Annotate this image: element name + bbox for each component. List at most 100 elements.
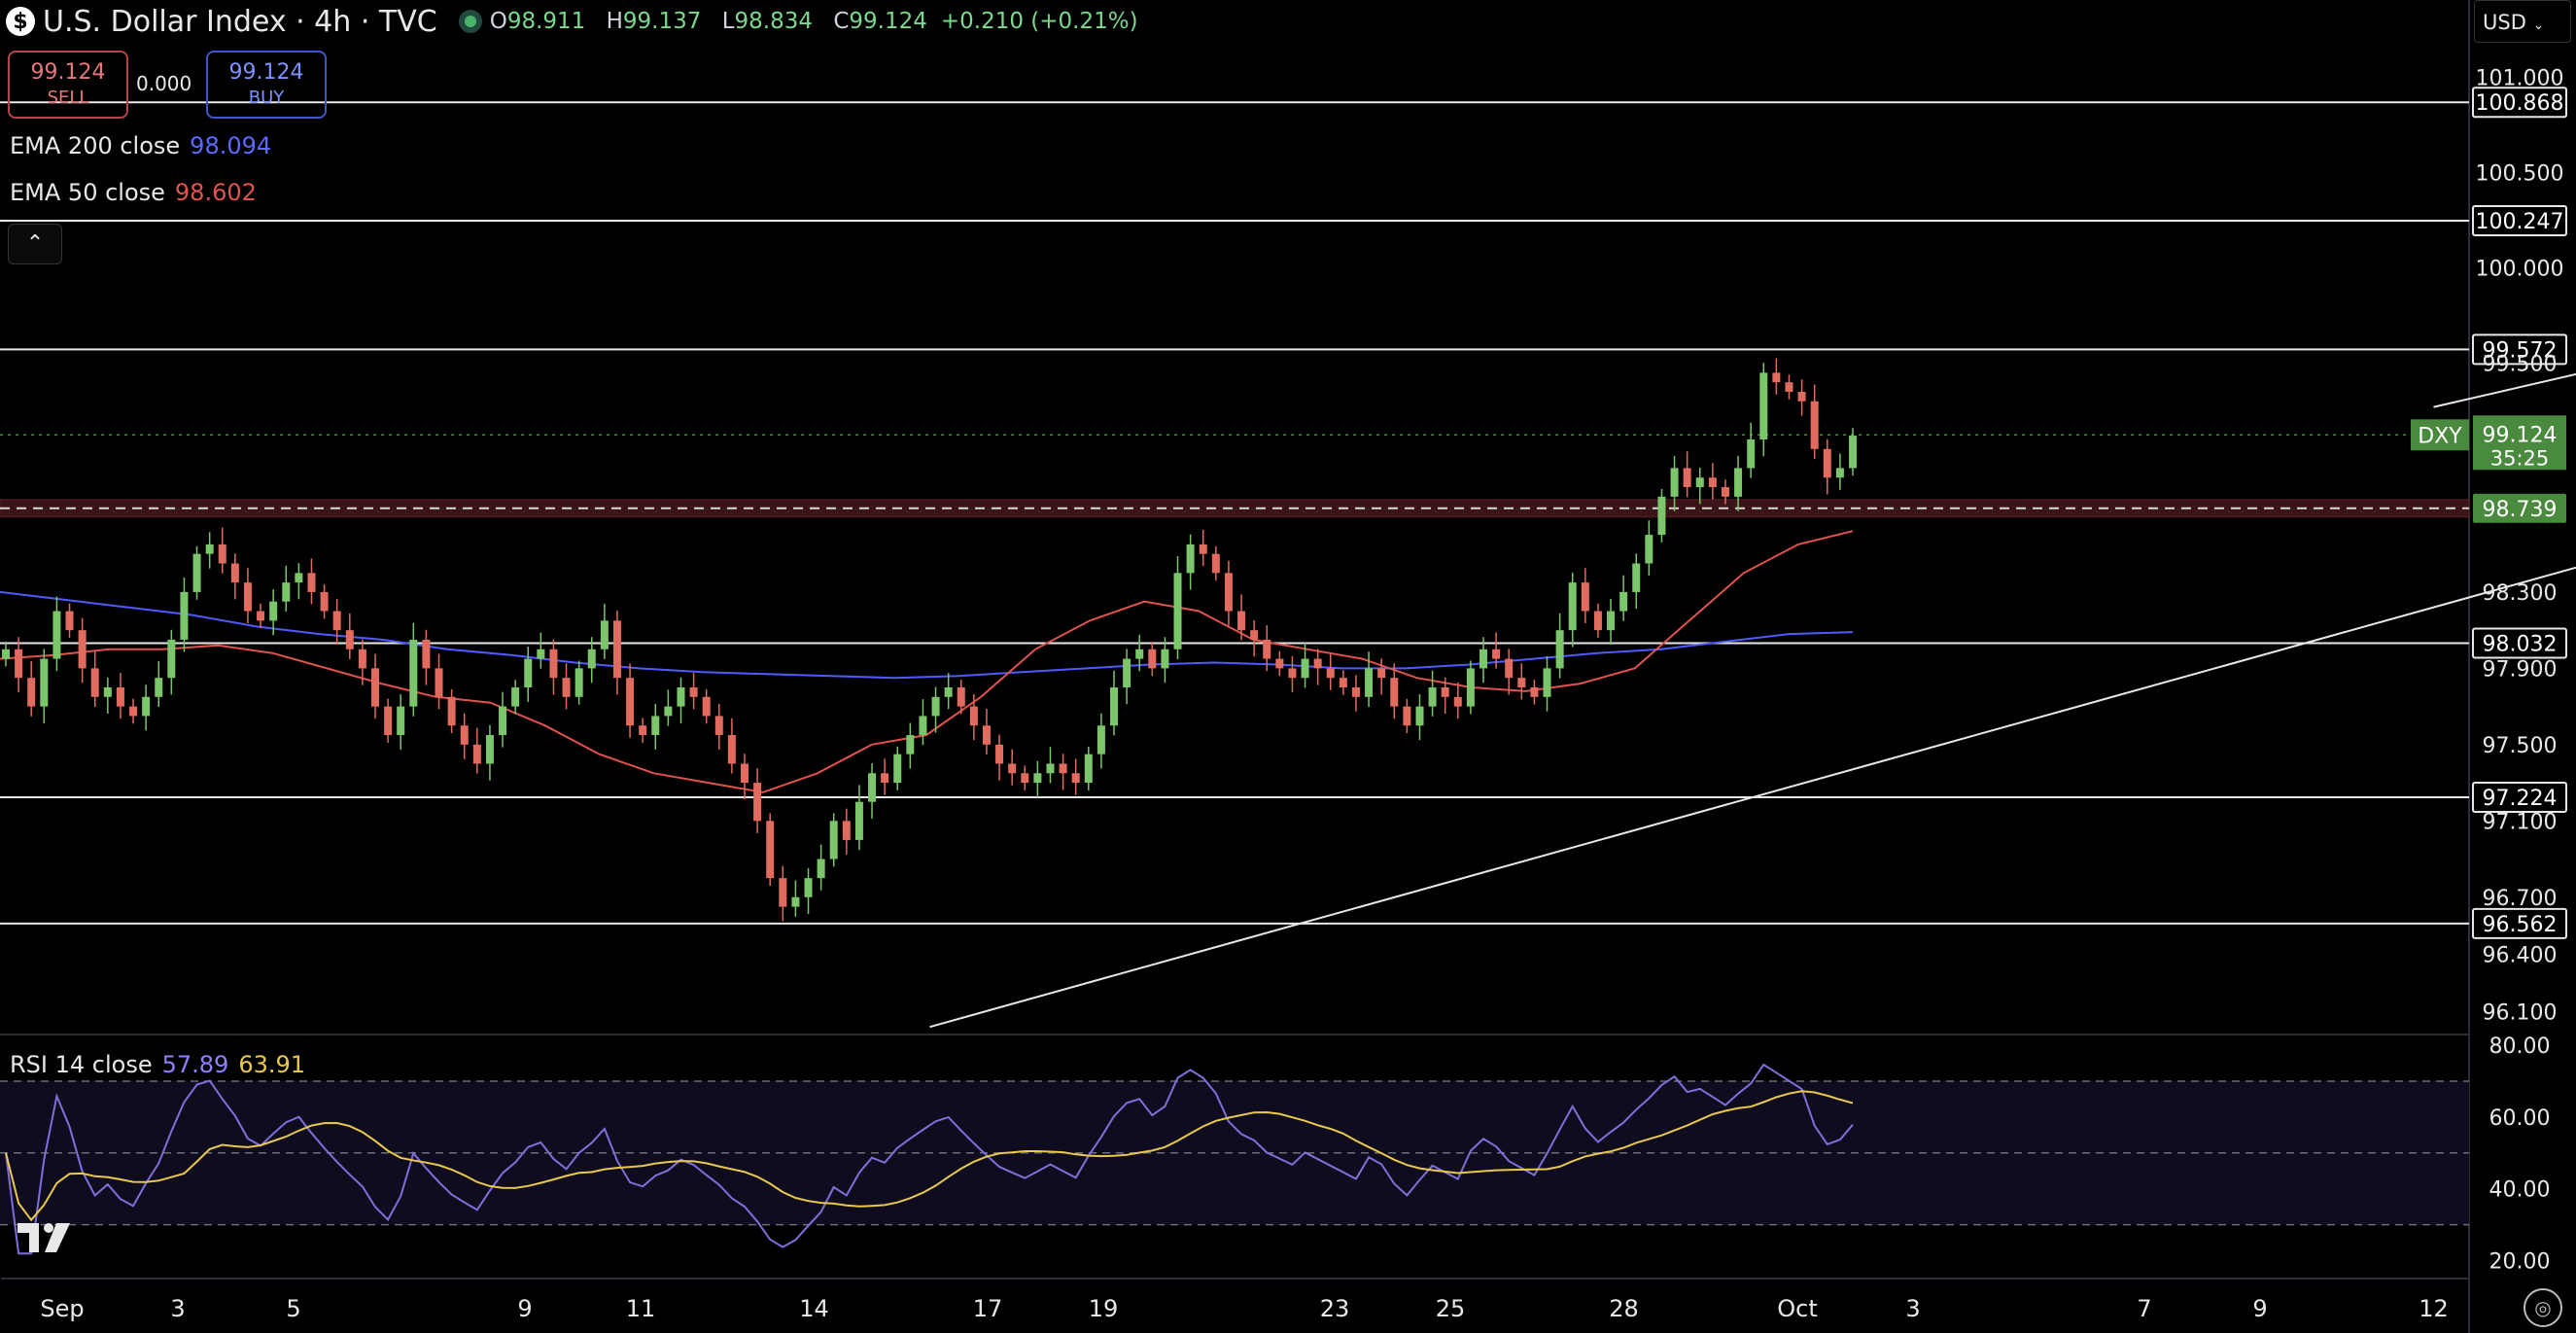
- candle-115[interactable]: [1466, 668, 1475, 707]
- candle-134[interactable]: [1708, 477, 1717, 488]
- candle-39[interactable]: [499, 706, 507, 736]
- candle-118[interactable]: [1505, 658, 1514, 679]
- horizontal-levels[interactable]: 100.868 100.247 99.572 98.739 98.032 97.224 96…: [0, 87, 2567, 939]
- candle-91[interactable]: [1161, 649, 1169, 669]
- candle-108[interactable]: [1377, 668, 1386, 679]
- candle-75[interactable]: [957, 687, 965, 707]
- candle-23[interactable]: [295, 573, 303, 583]
- candle-9[interactable]: [116, 687, 124, 707]
- candle-126[interactable]: [1607, 611, 1616, 631]
- candle-3[interactable]: [40, 658, 49, 707]
- candle-111[interactable]: [1415, 706, 1424, 726]
- candle-59[interactable]: [753, 783, 762, 822]
- candle-16[interactable]: [205, 544, 214, 554]
- candle-0[interactable]: [2, 649, 10, 659]
- candle-22[interactable]: [282, 582, 291, 602]
- candle-25[interactable]: [320, 591, 329, 612]
- candle-128[interactable]: [1632, 563, 1641, 592]
- candle-13[interactable]: [167, 639, 176, 679]
- candle-105[interactable]: [1339, 678, 1347, 687]
- candle-125[interactable]: [1593, 611, 1602, 631]
- candle-112[interactable]: [1428, 687, 1437, 707]
- candle-74[interactable]: [944, 687, 953, 697]
- candle-130[interactable]: [1657, 496, 1666, 536]
- rsi-legend[interactable]: RSI 14 close 57.89 63.91: [10, 1051, 306, 1078]
- candle-137[interactable]: [1747, 439, 1756, 469]
- candle-63[interactable]: [804, 878, 813, 897]
- candle-124[interactable]: [1581, 582, 1589, 612]
- candle-42[interactable]: [537, 649, 545, 659]
- candle-10[interactable]: [129, 706, 138, 717]
- candle-133[interactable]: [1695, 477, 1704, 488]
- candle-45[interactable]: [574, 668, 583, 697]
- candle-122[interactable]: [1555, 630, 1564, 669]
- candle-28[interactable]: [358, 649, 366, 669]
- candle-110[interactable]: [1403, 706, 1411, 726]
- candle-83[interactable]: [1059, 763, 1067, 774]
- time-axis[interactable]: Sep35911141719232528Oct379121517212326: [40, 1295, 2576, 1322]
- candle-2[interactable]: [27, 678, 36, 707]
- candle-34[interactable]: [435, 668, 443, 697]
- candle-51[interactable]: [651, 716, 660, 736]
- candle-102[interactable]: [1301, 658, 1309, 679]
- candle-27[interactable]: [345, 630, 354, 649]
- candlestick-series[interactable]: [2, 358, 1857, 922]
- collapse-legend-button[interactable]: ⌃: [8, 224, 62, 264]
- candle-116[interactable]: [1479, 649, 1487, 669]
- candle-31[interactable]: [397, 706, 405, 736]
- candle-36[interactable]: [460, 725, 469, 745]
- candle-78[interactable]: [995, 744, 1004, 764]
- candle-15[interactable]: [192, 553, 201, 592]
- candle-107[interactable]: [1365, 668, 1374, 697]
- candle-19[interactable]: [243, 582, 252, 612]
- candle-67[interactable]: [854, 801, 863, 840]
- candle-144[interactable]: [1835, 468, 1844, 478]
- candle-41[interactable]: [524, 658, 533, 687]
- candle-138[interactable]: [1759, 372, 1768, 439]
- candle-120[interactable]: [1530, 687, 1539, 697]
- candle-87[interactable]: [1110, 687, 1118, 726]
- candle-86[interactable]: [1097, 725, 1105, 754]
- candle-101[interactable]: [1288, 668, 1297, 679]
- candle-73[interactable]: [931, 696, 940, 717]
- candle-141[interactable]: [1797, 391, 1806, 402]
- currency-selector[interactable]: USD ⌄: [2474, 0, 2571, 43]
- candle-7[interactable]: [90, 668, 99, 697]
- candle-98[interactable]: [1250, 630, 1259, 640]
- candle-129[interactable]: [1645, 535, 1654, 564]
- candle-143[interactable]: [1823, 448, 1831, 478]
- candle-48[interactable]: [612, 620, 621, 679]
- candle-32[interactable]: [409, 639, 418, 707]
- candle-17[interactable]: [218, 544, 226, 564]
- candle-93[interactable]: [1186, 544, 1195, 574]
- market-status-icon[interactable]: [458, 10, 482, 33]
- candle-81[interactable]: [1033, 773, 1042, 784]
- candle-6[interactable]: [78, 630, 87, 669]
- candle-131[interactable]: [1670, 468, 1679, 497]
- tradingview-logo[interactable]: [14, 1215, 76, 1258]
- candle-88[interactable]: [1123, 658, 1131, 687]
- ema50-legend[interactable]: EMA 50 close 98.602: [10, 179, 257, 206]
- symbol-title[interactable]: U.S. Dollar Index · 4h · TVC: [43, 4, 437, 39]
- candle-76[interactable]: [969, 706, 978, 726]
- candle-47[interactable]: [600, 620, 609, 649]
- candle-97[interactable]: [1237, 611, 1246, 631]
- candle-57[interactable]: [727, 735, 736, 764]
- candle-117[interactable]: [1492, 649, 1501, 659]
- candle-14[interactable]: [180, 591, 189, 640]
- settings-icon[interactable]: ◎: [2524, 1288, 2562, 1327]
- candle-30[interactable]: [384, 706, 393, 736]
- candle-53[interactable]: [677, 687, 685, 707]
- candle-18[interactable]: [230, 563, 239, 583]
- buy-button[interactable]: 99.124 BUY: [206, 51, 327, 119]
- candle-29[interactable]: [371, 668, 379, 707]
- candle-139[interactable]: [1772, 372, 1781, 383]
- candle-82[interactable]: [1046, 763, 1055, 774]
- candle-62[interactable]: [791, 896, 800, 907]
- candle-127[interactable]: [1619, 591, 1628, 612]
- candle-96[interactable]: [1224, 573, 1233, 612]
- candle-71[interactable]: [906, 735, 915, 754]
- candle-8[interactable]: [103, 687, 112, 697]
- candle-95[interactable]: [1211, 553, 1220, 574]
